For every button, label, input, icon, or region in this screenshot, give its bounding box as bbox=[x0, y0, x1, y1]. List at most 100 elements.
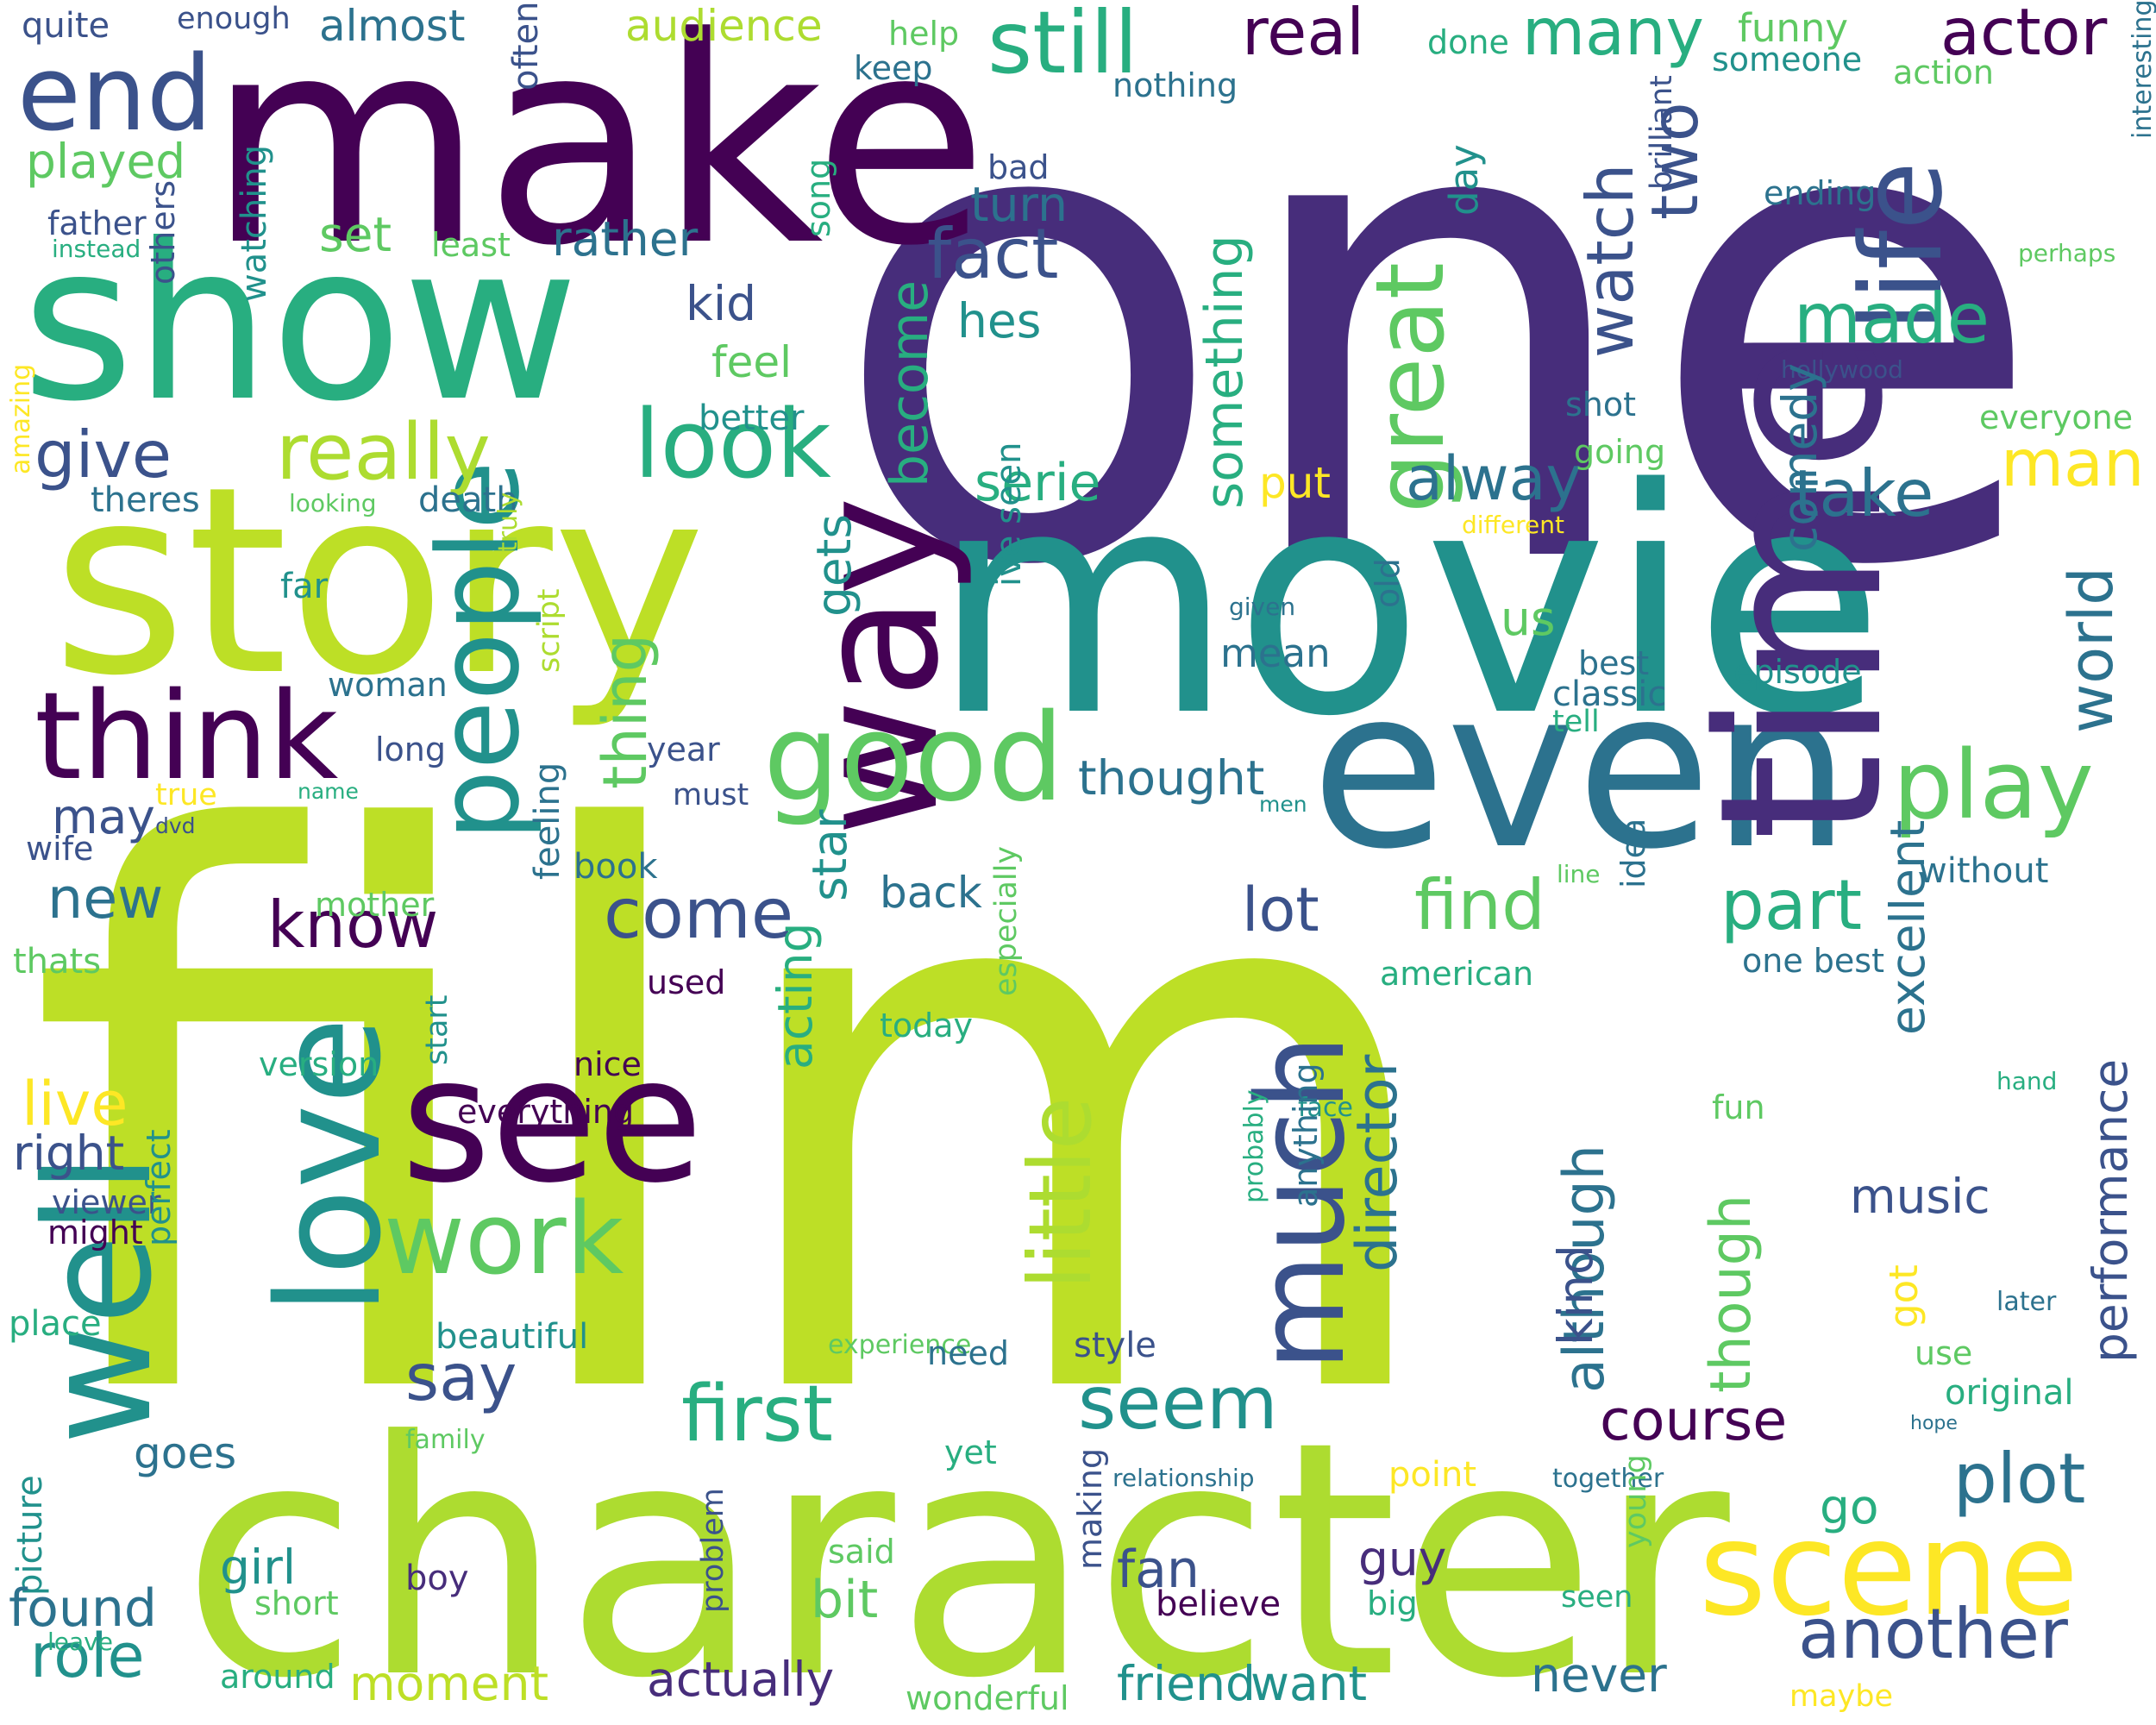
word-young: young bbox=[1619, 1454, 1653, 1548]
word-need: need bbox=[927, 1334, 1009, 1372]
word-without: without bbox=[1919, 851, 2049, 891]
word-idea: idea bbox=[1614, 818, 1652, 888]
word-today: today bbox=[880, 1007, 974, 1044]
word-keep: keep bbox=[854, 49, 933, 87]
word-hes: hes bbox=[957, 293, 1042, 348]
word-live: live bbox=[22, 1069, 128, 1139]
word-instead: instead bbox=[52, 235, 141, 263]
word-little: little bbox=[1010, 1096, 1111, 1289]
word-girl: girl bbox=[220, 1540, 297, 1595]
word-going: going bbox=[1574, 433, 1666, 471]
word-got: got bbox=[1881, 1264, 1927, 1328]
word-give: give bbox=[34, 417, 172, 492]
word-still: still bbox=[987, 0, 1138, 93]
word-may: may bbox=[52, 789, 155, 844]
word-world: world bbox=[2056, 567, 2127, 733]
word-thats: thats bbox=[13, 942, 102, 982]
word-quite: quite bbox=[22, 6, 110, 46]
word-wonderful: wonderful bbox=[906, 1679, 1069, 1717]
word-perfect: perfect bbox=[140, 1129, 178, 1246]
word-hope: hope bbox=[1910, 1413, 1958, 1434]
word-theres: theres bbox=[91, 480, 200, 520]
word-seem: seem bbox=[1078, 1361, 1278, 1446]
word-find: find bbox=[1414, 865, 1545, 945]
word-given: given bbox=[1229, 593, 1296, 621]
word-name: name bbox=[298, 779, 359, 804]
word-far: far bbox=[280, 567, 329, 606]
word-play: play bbox=[1893, 730, 2094, 840]
word-plot: plot bbox=[1953, 1439, 2086, 1519]
word-something: something bbox=[1194, 235, 1255, 509]
word-men: men bbox=[1259, 792, 1307, 817]
word-serie: serie bbox=[975, 453, 1101, 513]
word-together: together bbox=[1552, 1464, 1664, 1494]
word-new: new bbox=[47, 867, 164, 932]
word-film: film bbox=[26, 679, 1455, 1563]
word-done: done bbox=[1427, 23, 1509, 61]
word-maybe: maybe bbox=[1789, 1679, 1894, 1714]
word-enough: enough bbox=[177, 2, 291, 36]
word-best: best bbox=[1578, 644, 1650, 682]
word-kind: kind bbox=[1548, 1245, 1603, 1346]
word-played: played bbox=[26, 134, 186, 189]
word-short: short bbox=[254, 1584, 339, 1622]
word-audience: audience bbox=[625, 1, 823, 51]
word-back: back bbox=[880, 868, 982, 918]
word-mother: mother bbox=[315, 886, 435, 924]
word-big: big bbox=[1367, 1584, 1418, 1622]
word-leave: leave bbox=[47, 1628, 113, 1656]
word-making: making bbox=[1071, 1447, 1109, 1570]
word-come: come bbox=[604, 874, 794, 954]
word-used: used bbox=[647, 963, 726, 1001]
word-made: made bbox=[1794, 279, 1990, 359]
word-line: line bbox=[1557, 860, 1601, 888]
word-lot: lot bbox=[1242, 875, 1319, 945]
word-different: different bbox=[1462, 511, 1564, 539]
word-others: others bbox=[144, 179, 182, 285]
word-kid: kid bbox=[686, 276, 757, 331]
word-one-best: one best bbox=[1742, 942, 1884, 980]
word-though: though bbox=[1699, 1194, 1764, 1393]
word-look: look bbox=[634, 389, 831, 499]
word-course: course bbox=[1600, 1389, 1788, 1453]
word-year: year bbox=[647, 731, 720, 768]
word-experience: experience bbox=[828, 1330, 972, 1360]
word-excellent: excellent bbox=[1880, 819, 1935, 1035]
word-even: even bbox=[1311, 642, 1852, 898]
word-start: start bbox=[420, 994, 454, 1065]
word-music: music bbox=[1850, 1169, 1990, 1224]
word-part: part bbox=[1720, 865, 1863, 945]
word-old: old bbox=[1369, 558, 1407, 608]
word-become: become bbox=[880, 279, 940, 487]
word-true: true bbox=[155, 778, 217, 812]
word-nice: nice bbox=[573, 1045, 642, 1083]
word-beautiful: beautiful bbox=[436, 1317, 589, 1357]
word-bit: bit bbox=[811, 1570, 879, 1630]
word-point: point bbox=[1388, 1455, 1477, 1495]
word-often: often bbox=[506, 1, 546, 91]
word-us: us bbox=[1501, 591, 1556, 646]
word-especially: especially bbox=[989, 845, 1024, 996]
word-work: work bbox=[384, 1182, 624, 1297]
word-american: american bbox=[1380, 955, 1534, 993]
word-watch: watch bbox=[1572, 163, 1648, 358]
word-character: character bbox=[181, 1373, 1730, 1725]
word-turn: turn bbox=[970, 177, 1068, 232]
word-shot: shot bbox=[1565, 386, 1637, 423]
word-moment: moment bbox=[349, 1656, 549, 1711]
word-seen: seen bbox=[1561, 1580, 1633, 1615]
word-show: show bbox=[22, 198, 580, 448]
word-relationship: relationship bbox=[1112, 1464, 1255, 1492]
word-nothing: nothing bbox=[1112, 66, 1238, 104]
word-bad: bad bbox=[987, 148, 1050, 186]
word-hand: hand bbox=[1996, 1067, 2058, 1095]
word-rather: rather bbox=[552, 211, 699, 267]
word-perhaps: perhaps bbox=[2018, 239, 2116, 267]
word-long: long bbox=[375, 731, 447, 768]
word-first: first bbox=[681, 1369, 833, 1459]
word-guy: guy bbox=[1358, 1531, 1447, 1586]
word-must: must bbox=[673, 778, 749, 812]
word-comedy: comedy bbox=[1772, 363, 1827, 552]
word-later: later bbox=[1996, 1287, 2057, 1317]
